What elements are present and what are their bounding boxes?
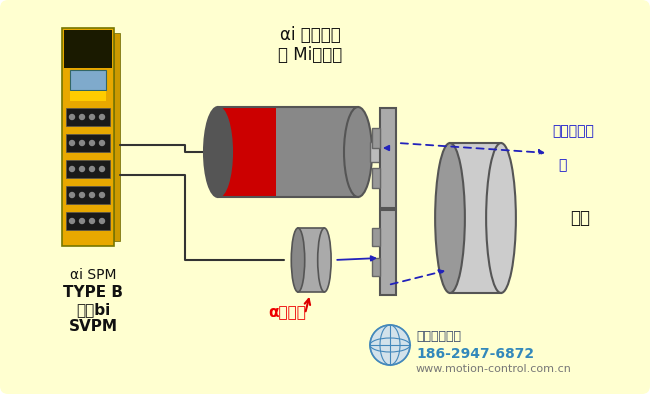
Circle shape [90,166,94,172]
Bar [66,212,110,230]
Bar [66,134,110,152]
Bar [66,108,110,126]
Bar [380,210,396,295]
Circle shape [79,218,84,224]
Bar [298,228,324,292]
Circle shape [90,114,94,119]
Circle shape [99,141,105,145]
Circle shape [70,141,75,145]
Bar [370,142,388,162]
Circle shape [90,218,94,224]
Circle shape [99,166,105,172]
Text: αi SPM: αi SPM [70,268,116,282]
Text: 同步带或齿: 同步带或齿 [552,124,594,138]
Circle shape [99,218,105,224]
Circle shape [70,218,75,224]
Ellipse shape [344,107,372,197]
Circle shape [370,325,410,365]
Text: 或者bi: 或者bi [76,302,110,317]
Text: www.motion-control.com.cn: www.motion-control.com.cn [416,364,572,374]
Circle shape [70,193,75,197]
Ellipse shape [318,228,331,292]
Circle shape [70,114,75,119]
Ellipse shape [204,107,232,197]
Text: 186-2947-6872: 186-2947-6872 [416,347,534,361]
Bar [62,28,114,246]
Text: 寻步西安传控: 寻步西安传控 [416,330,461,343]
Text: 带 Mi传感器: 带 Mi传感器 [278,46,342,64]
Text: SVPM: SVPM [68,319,118,334]
Circle shape [90,193,94,197]
Circle shape [79,141,84,145]
Circle shape [70,166,75,172]
Bar [218,108,276,196]
Circle shape [79,193,84,197]
Bar [380,108,396,208]
Bar [372,168,380,188]
Text: TYPE B: TYPE B [63,285,123,300]
Bar [372,258,380,276]
Circle shape [99,114,105,119]
Ellipse shape [486,143,516,293]
Bar [114,33,120,241]
Text: 主轴: 主轴 [570,209,590,227]
Bar [66,160,110,178]
Bar [66,186,110,204]
Circle shape [90,141,94,145]
Bar [450,143,501,293]
Bar [70,70,106,90]
Bar [372,128,380,148]
Ellipse shape [435,143,465,293]
Text: 轮: 轮 [558,158,566,172]
Bar [64,30,112,68]
Text: α编码器: α编码器 [268,305,306,320]
Bar [218,107,358,197]
Circle shape [99,193,105,197]
Bar [372,228,380,246]
Circle shape [79,114,84,119]
Bar [70,91,106,101]
Ellipse shape [291,228,305,292]
Circle shape [79,166,84,172]
Text: αi 主轴电机: αi 主轴电机 [280,26,341,44]
